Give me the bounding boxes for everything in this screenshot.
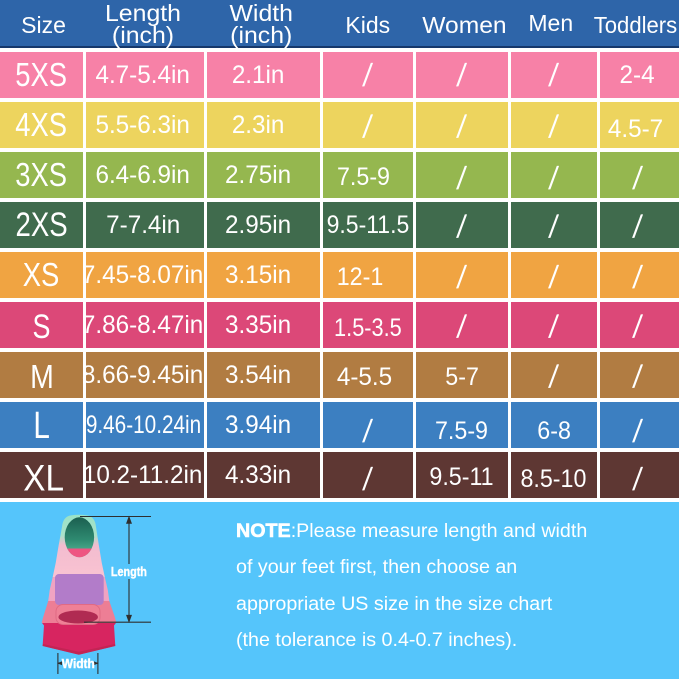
svg-text:Length: Length: [111, 564, 147, 579]
svg-text:Width: Width: [62, 656, 95, 671]
